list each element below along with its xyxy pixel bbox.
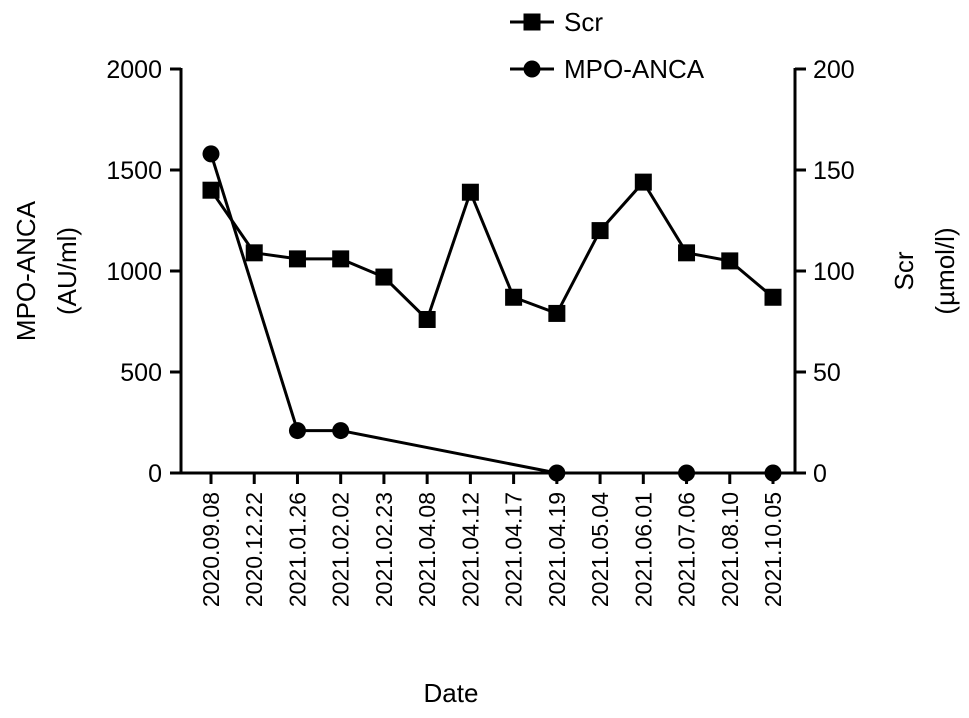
data-point-mpo-anca [678, 464, 696, 482]
x-tick-label: 2020.12.22 [241, 492, 267, 607]
x-tick-label: 2021.05.04 [587, 492, 613, 607]
right-y-tick-label: 50 [813, 359, 841, 387]
data-point-scr [418, 310, 436, 328]
x-tick-label: 2021.04.19 [544, 492, 570, 607]
x-tick-label: 2021.01.26 [284, 492, 310, 607]
data-point-scr [332, 250, 350, 268]
data-point-scr [202, 181, 220, 199]
data-point-scr [505, 288, 523, 306]
x-tick-label: 2021.06.01 [630, 492, 656, 607]
data-point-scr [288, 250, 306, 268]
x-tick-label: 2021.04.17 [501, 492, 527, 607]
data-point-mpo-anca [202, 145, 220, 163]
x-tick-label: 2021.04.12 [457, 492, 483, 607]
x-tick-label: 2021.10.05 [760, 492, 786, 607]
left-y-tick-label: 2000 [106, 56, 162, 84]
left-axis-unit: (AU/ml) [52, 227, 82, 315]
axes: 0 500 1000 1500 2000 0 50 100 150 200 2020.09.08 20… [106, 56, 854, 607]
right-y-tick-label: 200 [813, 56, 855, 84]
left-y-tick-label: 1000 [106, 258, 162, 286]
x-tick-label: 2021.02.23 [371, 492, 397, 607]
data-point-scr [461, 183, 479, 201]
left-y-tick-label: 1500 [106, 157, 162, 185]
data-point-mpo-anca [548, 464, 566, 482]
data-point-scr [548, 304, 566, 322]
data-point-scr [591, 222, 609, 240]
right-y-tick-label: 100 [813, 258, 855, 286]
data-point-scr [764, 288, 782, 306]
right-axis-unit: (µmol/l) [930, 227, 960, 314]
right-y-tick-label: 150 [813, 157, 855, 185]
left-y-tick-label: 0 [148, 460, 162, 488]
x-tick-label: 2021.04.08 [414, 492, 440, 607]
left-axis-title: MPO-ANCA [11, 200, 41, 341]
legend-label-scr: Scr [564, 7, 603, 37]
data-point-scr [375, 268, 393, 286]
data-point-mpo-anca [332, 422, 350, 440]
x-tick-label: 2021.08.10 [717, 492, 743, 607]
data-point-scr [634, 173, 652, 191]
x-axis-title: Date [424, 678, 479, 708]
legend: Scr MPO-ANCA [510, 7, 705, 84]
x-tick-label: 2021.07.06 [674, 492, 700, 607]
legend-marker-scr [523, 13, 541, 31]
data-point-scr [678, 244, 696, 262]
right-y-tick-label: 0 [813, 460, 827, 488]
data-point-mpo-anca [764, 464, 782, 482]
data-point-mpo-anca [288, 422, 306, 440]
legend-marker-mpo-anca [523, 60, 541, 78]
data-point-scr [245, 244, 263, 262]
right-axis-title: Scr [889, 251, 919, 290]
series-layer [202, 145, 782, 482]
x-tick-label: 2020.09.08 [198, 492, 224, 607]
x-tick-label: 2021.02.02 [328, 492, 354, 607]
series-line-mpo-anca [209, 153, 773, 475]
legend-label-mpo-anca: MPO-ANCA [564, 54, 705, 84]
data-point-scr [721, 252, 739, 270]
left-y-tick-label: 500 [120, 359, 162, 387]
